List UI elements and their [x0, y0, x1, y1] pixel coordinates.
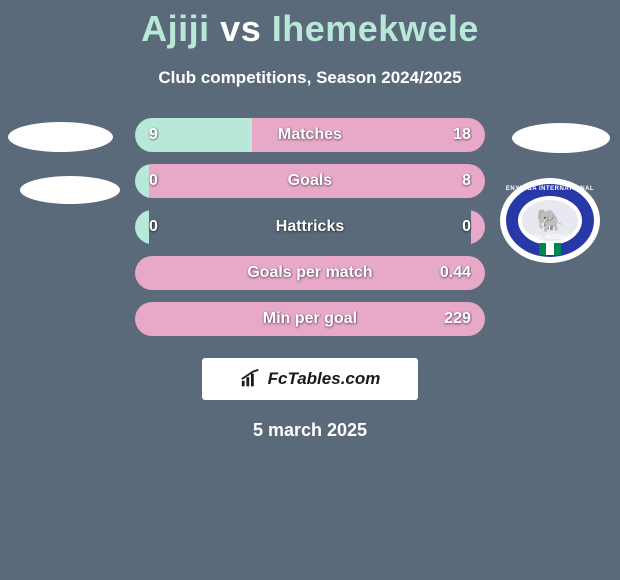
- stat-row: 9 Matches 18: [135, 118, 485, 152]
- stat-label: Matches: [278, 126, 342, 144]
- stat-row: Min per goal 229: [135, 302, 485, 336]
- stat-right-value: 229: [444, 310, 471, 328]
- badge-bottom-text: ABA, NIGERIA: [500, 235, 600, 241]
- player1-badge-placeholder-2: [20, 176, 120, 204]
- stat-label: Min per goal: [263, 310, 357, 328]
- stat-row: 0 Hattricks 0: [135, 210, 485, 244]
- stat-left-value: 9: [149, 126, 158, 144]
- player2-badge-placeholder-1: [512, 123, 610, 153]
- flag-stripe-2: [546, 243, 553, 255]
- stat-label: Goals: [288, 172, 332, 190]
- stat-left-value: 0: [149, 172, 158, 190]
- flag-stripe-3: [554, 243, 561, 255]
- player2-club-badge: ENYIMBA INTERNATIONAL 🐘 ABA, NIGERIA: [500, 178, 600, 263]
- badge-top-text: ENYIMBA INTERNATIONAL: [500, 186, 600, 192]
- stat-right-value: 0: [462, 218, 471, 236]
- player1-name: Ajiji: [141, 8, 210, 49]
- stat-right-value: 18: [453, 126, 471, 144]
- stat-label: Hattricks: [276, 218, 344, 236]
- stat-right-fill: [471, 210, 485, 244]
- stat-row: 0 Goals 8: [135, 164, 485, 198]
- footer-brand-box: FcTables.com: [202, 358, 418, 400]
- stat-right-value: 0.44: [440, 264, 471, 282]
- footer-brand-text: FcTables.com: [268, 369, 381, 389]
- stat-right-value: 8: [462, 172, 471, 190]
- date-text: 5 march 2025: [0, 420, 620, 441]
- nigeria-flag-icon: [539, 243, 561, 255]
- player2-name: Ihemekwele: [272, 8, 479, 49]
- stat-row: Goals per match 0.44: [135, 256, 485, 290]
- stat-label: Goals per match: [247, 264, 372, 282]
- page-title: Ajiji vs Ihemekwele: [0, 0, 620, 50]
- stat-left-value: 0: [149, 218, 158, 236]
- elephant-icon: 🐘: [536, 208, 563, 234]
- chart-icon: [240, 369, 262, 389]
- player1-badge-placeholder-1: [8, 122, 113, 152]
- subtitle: Club competitions, Season 2024/2025: [0, 68, 620, 88]
- stat-left-fill: [135, 164, 149, 198]
- flag-stripe-1: [539, 243, 546, 255]
- stat-left-fill: [135, 210, 149, 244]
- vs-text: vs: [220, 8, 261, 49]
